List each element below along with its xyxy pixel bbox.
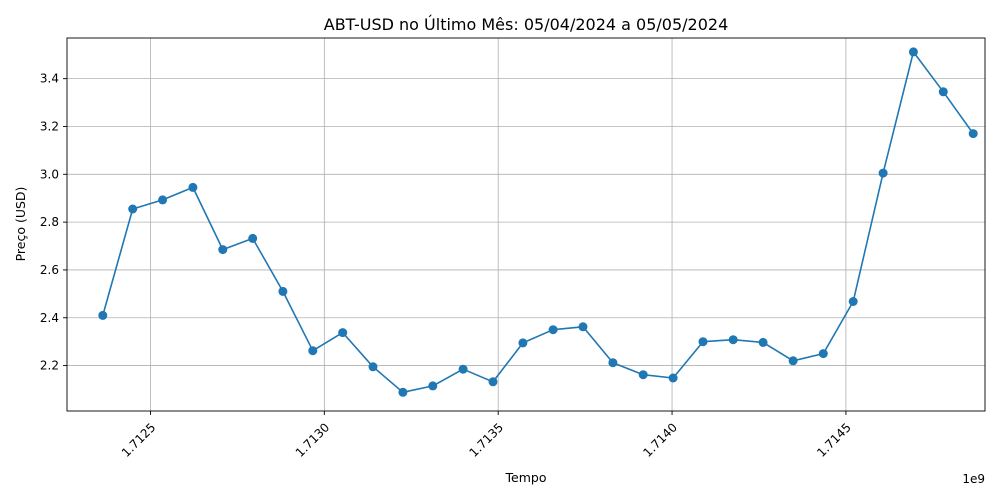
data-point (188, 182, 198, 192)
x-tick-label: 1.7125 (119, 420, 159, 460)
axes-frame (66, 37, 986, 412)
data-point (488, 377, 498, 387)
data-point (668, 373, 678, 383)
data-point (218, 245, 228, 255)
data-point (98, 310, 108, 320)
y-axis-label: Preço (USD) (13, 187, 28, 262)
data-point (698, 337, 708, 347)
data-point (908, 47, 918, 57)
data-point (518, 338, 528, 348)
data-point (818, 349, 828, 359)
data-point (428, 381, 438, 391)
y-tick-label: 2.2 (40, 359, 59, 373)
x-axis-ticks: 1.7125 1.7130 1.7135 1.7140 1.7145 (119, 411, 854, 460)
data-point (338, 328, 348, 338)
data-point (638, 370, 648, 380)
data-point (248, 233, 258, 243)
series-line (102, 51, 974, 394)
y-tick-label: 2.8 (40, 215, 59, 229)
data-point (848, 297, 858, 306)
data-point (578, 322, 588, 332)
y-tick-label: 2.4 (40, 311, 59, 325)
y-tick-label: 3.4 (40, 72, 59, 86)
data-point (128, 204, 138, 214)
x-tick-label: 1.7130 (293, 420, 333, 460)
y-tick-label: 2.6 (40, 263, 59, 277)
y-tick-label: 3.0 (40, 167, 59, 181)
x-tick-label: 1.7140 (640, 420, 680, 460)
data-point (938, 87, 948, 97)
data-point (458, 364, 468, 374)
data-point (968, 129, 978, 139)
data-point (548, 325, 558, 335)
x-tick-label: 1.7145 (814, 420, 854, 460)
y-axis-ticks: 2.2 2.4 2.6 2.8 3.0 3.2 3.4 (40, 72, 67, 373)
data-point (398, 387, 408, 397)
y-tick-label: 3.2 (40, 119, 59, 133)
grid-lines (67, 38, 985, 411)
chart-title: ABT-USD no Último Mês: 05/04/2024 a 05/0… (324, 15, 729, 34)
data-point (608, 358, 618, 368)
data-point (788, 356, 798, 366)
data-points (98, 47, 978, 397)
data-point (878, 168, 888, 178)
data-point (368, 362, 378, 372)
data-point (308, 346, 318, 356)
data-point (728, 335, 738, 345)
x-axis-offset-label: 1e9 (962, 472, 985, 486)
data-point (278, 286, 288, 296)
x-axis-label: Tempo (505, 470, 547, 485)
x-tick-label: 1.7135 (467, 420, 507, 460)
data-point (158, 195, 168, 205)
data-point (758, 337, 768, 347)
